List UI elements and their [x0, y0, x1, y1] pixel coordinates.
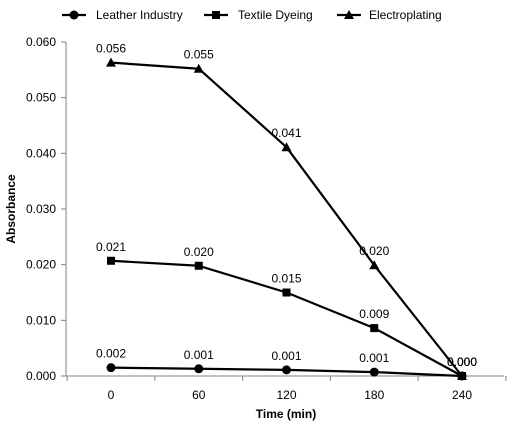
x-tick-label: 60: [192, 388, 206, 402]
y-tick-label: 0.040: [26, 146, 56, 160]
x-tick-label: 240: [452, 388, 472, 402]
data-label-electroplating: 0.041: [271, 126, 301, 140]
data-label-electroplating: 0.056: [96, 42, 126, 56]
data-point-leather-industry: [369, 367, 379, 377]
data-point-textile-dyeing: [282, 288, 291, 297]
y-tick-label: 0.050: [26, 91, 56, 105]
x-tick-label: 180: [364, 388, 384, 402]
data-labels: 0.002 0.001 0.001 0.001 0.000 0.021 0.020 0.015…: [96, 42, 477, 369]
data-point-leather-industry: [106, 363, 116, 373]
x-tick-label: 0: [108, 388, 115, 402]
legend-marker-leather-industry: [69, 10, 79, 20]
data-point-textile-dyeing: [194, 261, 203, 270]
y-tick-label: 0.030: [26, 202, 56, 216]
legend-marker-textile-dyeing: [212, 11, 220, 19]
legend: Leather Industry Textile Dyeing Electropla…: [62, 8, 442, 22]
data-point-textile-dyeing: [370, 324, 379, 333]
data-label-leather-industry: 0.002: [96, 347, 126, 361]
data-label-textile-dyeing: 0.009: [359, 307, 389, 321]
data-label-textile-dyeing: 0.000: [447, 355, 477, 369]
x-tick-label: 120: [276, 388, 296, 402]
data-point-leather-industry: [194, 364, 204, 374]
y-tick-label: 0.000: [26, 369, 56, 383]
y-tick-label: 0.010: [26, 313, 56, 327]
data-label-leather-industry: 0.001: [184, 348, 214, 362]
legend-label-leather-industry: Leather Industry: [96, 8, 183, 22]
data-label-leather-industry: 0.000: [447, 355, 477, 369]
data-point-electroplating: [106, 57, 116, 67]
legend-label-electroplating: Electroplating: [369, 8, 442, 22]
y-axis-title: Absorbance: [4, 174, 18, 244]
data-point-electroplating: [457, 371, 467, 380]
y-tick-label: 0.060: [26, 35, 56, 49]
data-label-textile-dyeing: 0.015: [271, 272, 301, 286]
y-tick-label: 0.020: [26, 258, 56, 272]
data-point-textile-dyeing: [107, 256, 115, 265]
legend-label-textile-dyeing: Textile Dyeing: [238, 8, 313, 22]
data-point-leather-industry: [282, 365, 291, 375]
data-label-electroplating: 0.020: [359, 244, 389, 258]
data-label-leather-industry: 0.001: [359, 351, 389, 365]
data-label-electroplating: 0.000: [447, 355, 477, 369]
data-label-textile-dyeing: 0.021: [96, 240, 126, 254]
series-line-electroplating: [110, 61, 463, 377]
data-label-electroplating: 0.055: [184, 48, 214, 62]
data-point-electroplating: [369, 260, 380, 270]
legend-marker-electroplating: [344, 10, 354, 19]
data-label-textile-dyeing: 0.020: [184, 245, 214, 259]
series-lines: [106, 57, 467, 381]
axes: 0.000 0.010 0.020 0.030 0.040 0.050 0.060 0 60 12…: [26, 35, 507, 402]
x-axis-title: Time (min): [256, 407, 316, 421]
data-label-leather-industry: 0.001: [271, 349, 301, 363]
data-point-electroplating: [281, 142, 292, 152]
data-point-electroplating: [193, 63, 204, 73]
